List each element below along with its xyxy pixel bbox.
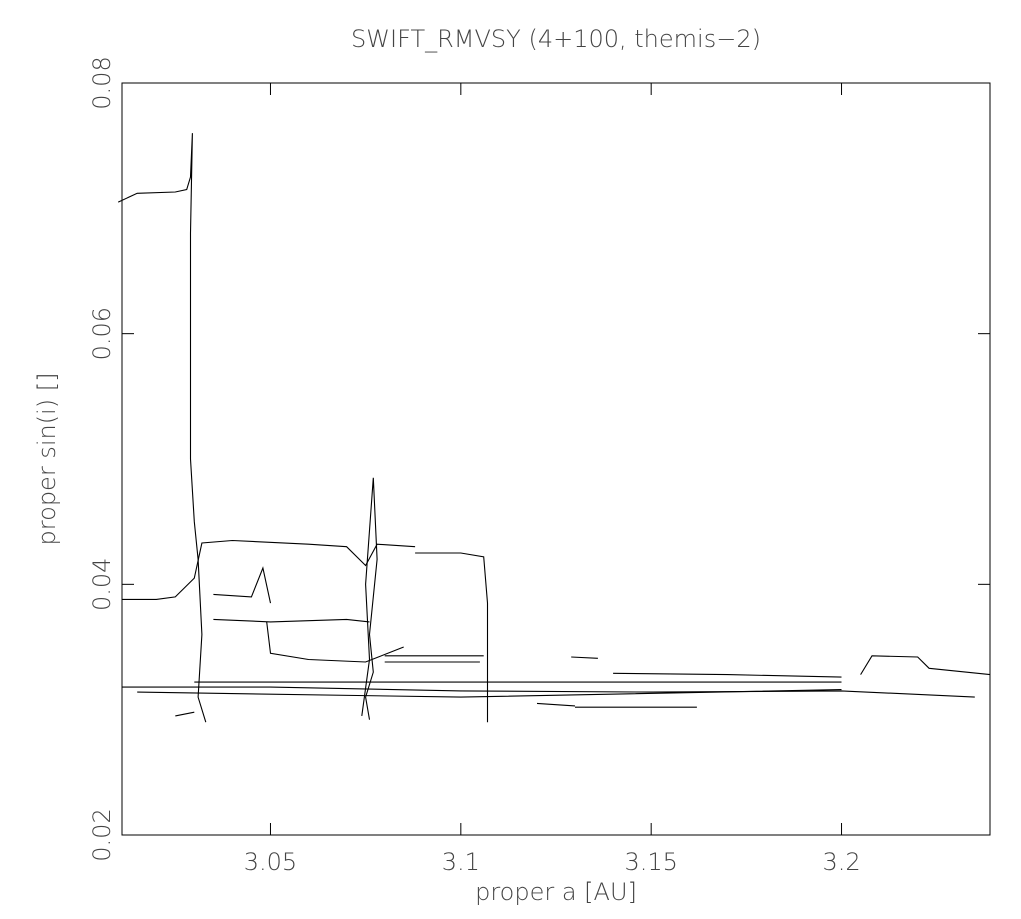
y-axis-label: proper sin(i) []	[33, 373, 61, 546]
y-tick-label: 0.08	[88, 56, 116, 109]
x-axis-label: proper a [AU]	[475, 878, 637, 906]
trajectory	[613, 672, 842, 678]
trajectory	[117, 133, 207, 723]
x-tick-label: 3.1	[442, 848, 480, 876]
y-tick-label: 0.02	[88, 808, 116, 861]
trajectory	[213, 566, 272, 604]
trajectory	[860, 655, 991, 676]
trajectory	[175, 711, 195, 717]
x-tick-label: 3.2	[822, 848, 860, 876]
trajectory	[266, 621, 404, 663]
trajectory	[536, 702, 576, 707]
trajectory	[137, 689, 842, 698]
x-tick-label: 3.05	[244, 848, 297, 876]
trajectory	[122, 539, 416, 600]
trajectory	[571, 656, 598, 659]
trajectory	[122, 686, 975, 698]
plot-frame	[121, 82, 991, 836]
y-tick-label: 0.06	[88, 307, 116, 360]
y-tick-label: 0.04	[88, 558, 116, 611]
chart-title: SWIFT_RMVSY (4+100, themis−2)	[351, 25, 761, 53]
trajectory	[361, 477, 378, 720]
trajectory	[213, 618, 370, 623]
x-tick-label: 3.15	[624, 848, 677, 876]
